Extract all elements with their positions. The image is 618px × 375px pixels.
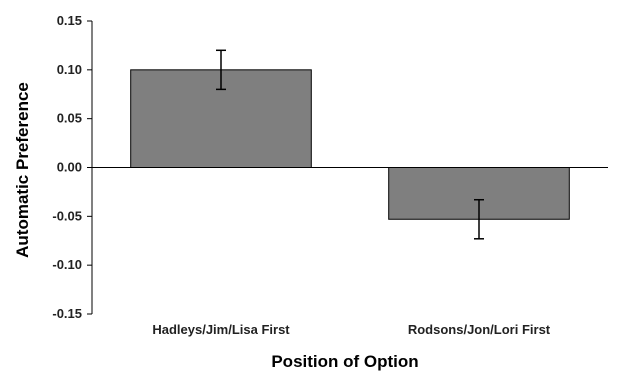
y-tick-label: -0.15: [52, 306, 82, 321]
y-tick-label: -0.05: [52, 208, 82, 223]
y-tick-label: 0.05: [57, 111, 82, 126]
x-tick-label: Hadleys/Jim/Lisa First: [152, 322, 290, 337]
y-tick-label: 0.15: [57, 13, 82, 28]
y-axis-title: Automatic Preference: [13, 82, 32, 258]
y-tick-label: 0.10: [57, 62, 82, 77]
y-tick-label: -0.10: [52, 257, 82, 272]
y-tick-label: 0.00: [57, 160, 82, 175]
x-axis-title: Position of Option: [271, 352, 418, 371]
x-tick-label: Rodsons/Jon/Lori First: [408, 322, 551, 337]
